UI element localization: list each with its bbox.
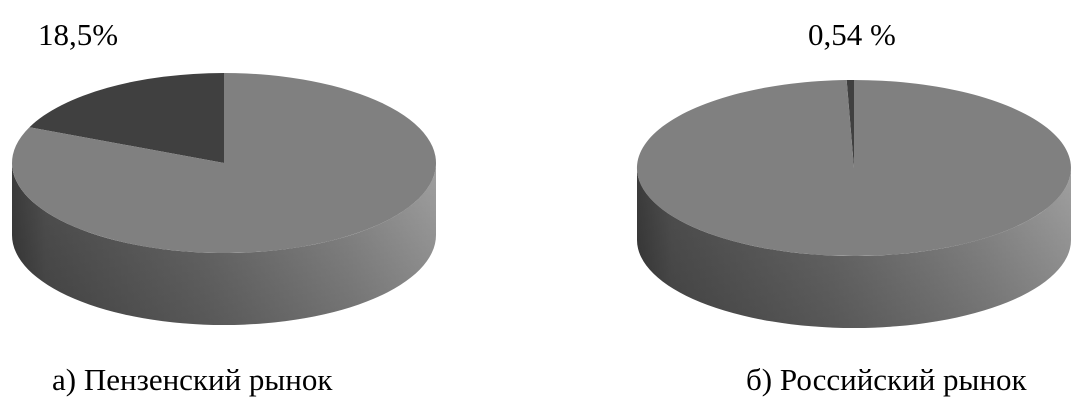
pie-penza-slice-highlight (29, 73, 224, 163)
pie-penza-slice-rest (12, 73, 437, 253)
pie-russia-caption: б) Российский рынок (746, 362, 1027, 397)
pie-russia-slice-rest (636, 80, 1071, 257)
pie-chart-russia: 0,54 % б) Российский рынок (636, 17, 1071, 397)
pie-russia-data-label: 0,54 % (808, 17, 896, 52)
pie-russia-slice-highlight (846, 80, 854, 168)
pie-penza-caption: а) Пензенский рынок (52, 362, 333, 397)
pie-penza-side-shade (12, 163, 436, 325)
pie-chart-penza: 18,5% а) Пензенский рынок (12, 17, 437, 397)
pie-penza-data-label: 18,5% (38, 17, 118, 52)
pie-russia-side-shade (637, 168, 1071, 328)
